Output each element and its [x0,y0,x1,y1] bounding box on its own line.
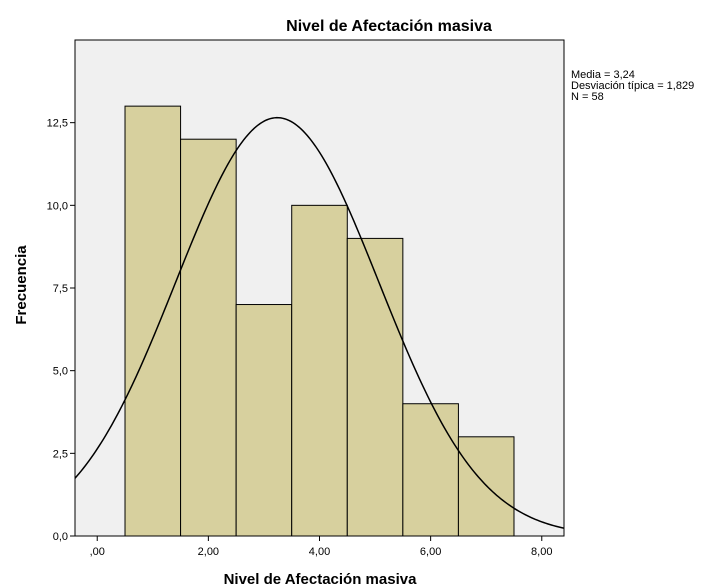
histogram-bar [124,105,182,537]
histogram-bar [346,237,404,537]
y-axis-title: Frecuencia [13,245,30,325]
stats-n: N = 58 [571,91,604,103]
x-tick-label: 2,00 [198,546,219,558]
x-axis-title: Nivel de Afectación masiva [224,571,418,588]
y-tick-label: 0,0 [53,531,68,543]
x-tick-label: 6,00 [420,546,441,558]
stats-box: Media = 3,24 Desviación típica = 1,829 N… [571,69,694,103]
y-tick-label: 10,0 [47,200,68,212]
x-tick-label: 8,00 [531,546,552,558]
x-tick-label: 4,00 [309,546,330,558]
x-axis-ticks: ,00 2,00 4,00 6,00 8,00 [90,536,552,558]
stats-mean: Media = 3,24 [571,69,635,81]
histogram-bar [235,304,293,537]
histogram-bar [402,403,459,537]
chart-title: Nivel de Afectación masiva [286,18,492,35]
y-axis-ticks: 0,0 2,5 5,0 7,5 10,0 12,5 [47,118,75,543]
stats-sd: Desviación típica = 1,829 [571,80,694,92]
y-tick-label: 5,0 [53,366,68,378]
histogram-bar [291,204,348,537]
histogram-bar [457,436,515,537]
normal-curve [74,116,565,529]
y-tick-label: 12,5 [47,118,68,130]
histogram-bar [180,138,237,537]
bars-group [124,105,515,537]
x-tick-label: ,00 [90,546,105,558]
y-tick-label: 7,5 [53,283,68,295]
y-tick-label: 2,5 [53,448,68,460]
